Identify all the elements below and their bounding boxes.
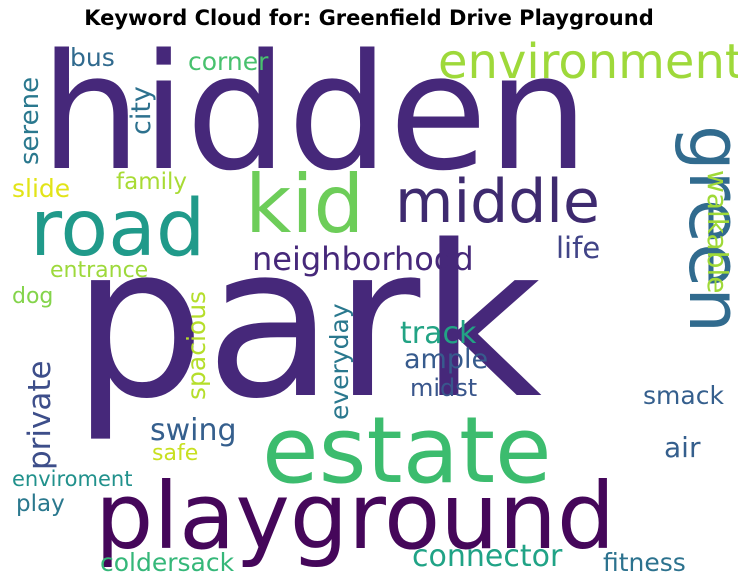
word-corner: corner bbox=[188, 47, 269, 76]
word-connector: connector bbox=[412, 539, 563, 574]
word-midst: midst bbox=[410, 374, 477, 402]
word-safe: safe bbox=[152, 441, 198, 466]
word-playground: playground bbox=[95, 463, 615, 570]
word-dog: dog bbox=[12, 284, 53, 309]
word-green: green bbox=[673, 125, 738, 333]
word-slide: slide bbox=[12, 174, 70, 203]
word-track: track bbox=[400, 316, 477, 351]
word-city: city bbox=[126, 86, 157, 135]
word-serene: serene bbox=[15, 77, 45, 165]
word-hidden: hidden bbox=[40, 19, 589, 206]
word-spacious: spacious bbox=[182, 291, 211, 400]
word-ample: ample bbox=[404, 344, 488, 375]
word-private: private bbox=[22, 360, 58, 470]
word-estate: estate bbox=[262, 397, 552, 504]
word-everyday: everyday bbox=[325, 303, 354, 420]
word-family: family bbox=[116, 169, 187, 195]
word-air: air bbox=[664, 431, 701, 464]
word-coldersack: coldersack bbox=[100, 548, 235, 577]
word-walkable: walkable bbox=[701, 170, 734, 294]
word-smack: smack bbox=[643, 381, 724, 410]
word-life: life bbox=[556, 231, 600, 265]
word-kid: kid bbox=[245, 158, 364, 251]
word-neighborhood: neighborhood bbox=[252, 240, 474, 278]
chart-title: Keyword Cloud for: Greenfield Drive Play… bbox=[84, 6, 654, 30]
word-entrance: entrance bbox=[50, 258, 148, 283]
word-environment: environment bbox=[438, 34, 738, 90]
word-swing: swing bbox=[150, 413, 237, 448]
word-road: road bbox=[30, 184, 205, 274]
word-park: park bbox=[72, 200, 542, 445]
word-enviroment: enviroment bbox=[12, 467, 132, 491]
word-middle: middle bbox=[395, 167, 600, 237]
word-play: play bbox=[16, 491, 65, 517]
word-bus: bus bbox=[70, 43, 115, 72]
word-fitness: fitness bbox=[603, 548, 686, 577]
